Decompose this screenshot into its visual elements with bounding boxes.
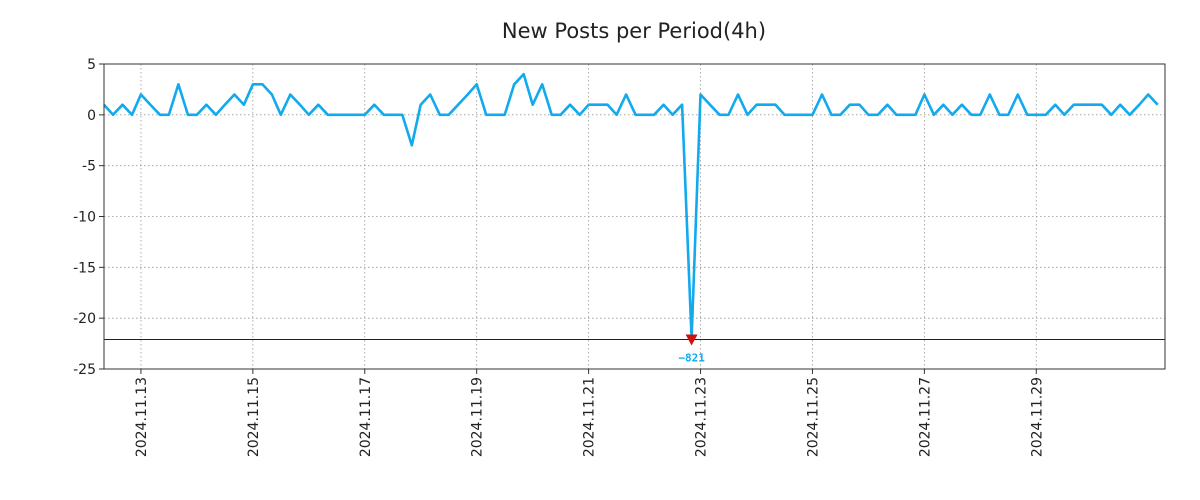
minimum-marker-icon	[685, 334, 698, 346]
x-tick-label: 2024.11.19	[470, 377, 486, 457]
x-tick-label: 2024.11.27	[917, 377, 933, 457]
y-tick-label: 0	[87, 108, 96, 124]
plot-frame	[103, 63, 1166, 370]
y-tick-label: -25	[73, 362, 96, 378]
y-tick-label: -20	[73, 311, 96, 327]
minimum-label: −821	[678, 352, 705, 365]
x-tick-label: 2024.11.21	[582, 377, 598, 457]
x-tick-label: 2024.11.17	[358, 377, 374, 457]
y-axis: 5 0 -5 -10 -15 -20 -25	[73, 57, 104, 378]
y-tick-label: 5	[87, 57, 96, 73]
x-axis: 2024.11.13 2024.11.15 2024.11.17 2024.11.19…	[134, 369, 1045, 457]
x-tick-label: 2024.11.15	[246, 377, 262, 457]
grid-lines	[104, 64, 1165, 369]
y-tick-label: -15	[73, 260, 96, 276]
x-tick-label: 2024.11.29	[1029, 377, 1045, 457]
y-tick-label: -5	[82, 159, 96, 175]
x-tick-label: 2024.11.13	[134, 377, 150, 457]
chart-title: New Posts per Period(4h)	[502, 19, 766, 43]
x-tick-label: 2024.11.25	[805, 377, 821, 457]
series-line-new-posts	[103, 72, 1159, 340]
minimum-annotation: −821	[678, 334, 705, 365]
y-tick-label: -10	[73, 210, 96, 226]
x-tick-label: 2024.11.23	[694, 377, 710, 457]
